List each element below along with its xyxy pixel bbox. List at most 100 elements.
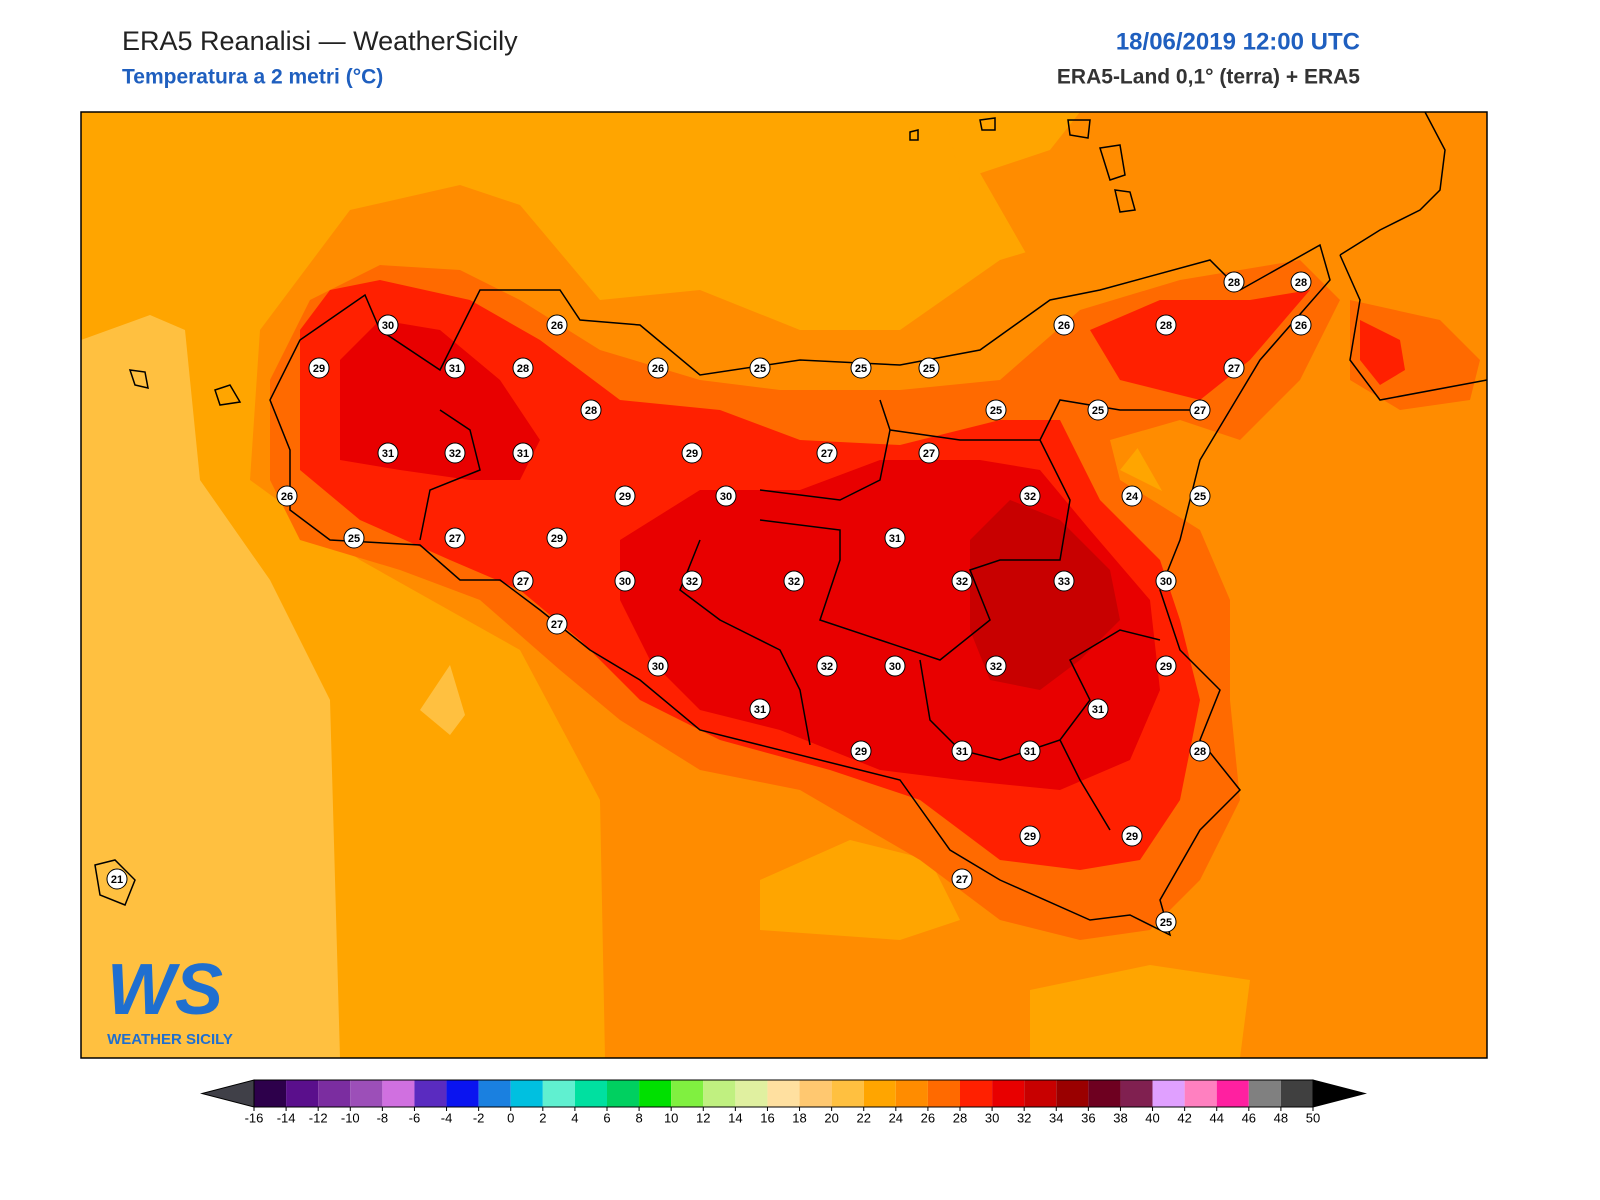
station-value: 30: [652, 661, 664, 673]
colorbar-tick-label: 40: [1145, 1110, 1159, 1125]
station-marker: [1189, 399, 1211, 421]
station-value: 30: [619, 576, 631, 588]
station-value: 29: [1024, 831, 1036, 843]
station-value: 31: [449, 363, 461, 375]
colorbar-tick-label: 12: [696, 1110, 710, 1125]
station-marker: [681, 570, 703, 592]
station-marker: [1155, 911, 1177, 933]
station-marker: [1019, 740, 1041, 762]
station-marker: [308, 357, 330, 379]
colorbar-tick-label: 10: [664, 1110, 678, 1125]
station-marker: [1155, 570, 1177, 592]
station-value: 27: [821, 448, 833, 460]
colorbar-tick-label: 38: [1113, 1110, 1127, 1125]
station-marker: [749, 357, 771, 379]
station-marker: [951, 570, 973, 592]
station-marker: [647, 655, 669, 677]
colorbar-bin: [382, 1080, 415, 1107]
colorbar-tick-label: 42: [1177, 1110, 1191, 1125]
subtitle: Temperatura a 2 metri (°C): [122, 66, 383, 89]
colorbar-tick-label: -4: [441, 1110, 453, 1125]
colorbar-tick-label: 24: [889, 1110, 903, 1125]
station-value: 25: [1194, 491, 1206, 503]
station-value: 29: [855, 746, 867, 758]
station-value: 25: [754, 363, 766, 375]
station-marker: [614, 485, 636, 507]
colorbar-bin: [574, 1080, 607, 1107]
station-value: 31: [1024, 746, 1036, 758]
station-value: 31: [889, 533, 901, 545]
colorbar-tick-label: 28: [953, 1110, 967, 1125]
colorbar-frame: [253, 1079, 1314, 1108]
station-value: 31: [382, 448, 394, 460]
coastline: [94, 112, 1487, 937]
colorbar-tick-label: 26: [921, 1110, 935, 1125]
map: 30 26 29 31 28 26 25 25 25 26 28 28 28 26 27 28 25 25 27 31…: [81, 112, 1487, 1058]
station-value: 27: [449, 533, 461, 545]
station-marker: [276, 485, 298, 507]
station-marker: [918, 442, 940, 464]
colorbar-bin: [799, 1080, 832, 1107]
station-marker: [106, 868, 128, 890]
station-value: 29: [1126, 831, 1138, 843]
colorbar-bin: [671, 1080, 704, 1107]
station-marker: [1019, 825, 1041, 847]
source: ERA5-Land 0,1° (terra) + ERA5: [1057, 66, 1360, 89]
station-marker: [1223, 271, 1245, 293]
logo-text: WEATHER SICILY: [107, 1031, 233, 1048]
station-marker: [1053, 570, 1075, 592]
colorbar-bin: [542, 1080, 575, 1107]
station-value: 24: [1126, 491, 1139, 503]
colorbar-bin: [414, 1080, 447, 1107]
map-frame: [80, 111, 1488, 1059]
station-marker: [783, 570, 805, 592]
station-value: 31: [956, 746, 968, 758]
colorbar-tick-label: -12: [309, 1110, 328, 1125]
station-value: 26: [1295, 320, 1307, 332]
colorbar-bin: [510, 1080, 543, 1107]
colorbar-tick-label: 6: [603, 1110, 610, 1125]
colorbar-tick-label: 36: [1081, 1110, 1095, 1125]
colorbar-bin: [703, 1080, 736, 1107]
title: ERA5 Reanalisi — WeatherSicily: [122, 26, 518, 56]
station-marker: [444, 442, 466, 464]
station-value: 32: [1024, 491, 1036, 503]
station-value: 25: [990, 405, 1002, 417]
station-value: 31: [754, 704, 766, 716]
station-value: 32: [449, 448, 461, 460]
station-marker: [951, 868, 973, 890]
station-value: 25: [1092, 405, 1104, 417]
station-marker: [985, 399, 1007, 421]
colorbar-bin: [478, 1080, 511, 1107]
station-marker: [546, 314, 568, 336]
colorbar-bin: [1120, 1080, 1153, 1107]
station-value: 32: [686, 576, 698, 588]
station-marker: [1155, 655, 1177, 677]
station-marker: [512, 442, 534, 464]
colorbar-bin: [1056, 1080, 1089, 1107]
colorbar-tick-label: 44: [1209, 1110, 1223, 1125]
station-value: 25: [923, 363, 935, 375]
colorbar-tick-label: -2: [473, 1110, 485, 1125]
colorbar-tick-label: 14: [728, 1110, 742, 1125]
station-value: 25: [1160, 917, 1172, 929]
station-marker: [546, 527, 568, 549]
colorbar-bin: [927, 1080, 960, 1107]
station-value: 27: [923, 448, 935, 460]
station-marker: [614, 570, 636, 592]
station-marker: [1223, 357, 1245, 379]
station-value: 29: [551, 533, 563, 545]
colorbar-bin: [1184, 1080, 1217, 1107]
colorbar-bin: [1280, 1080, 1313, 1107]
station-value: 29: [1160, 661, 1172, 673]
station-value: 29: [686, 448, 698, 460]
station-value: 26: [281, 491, 293, 503]
colorbar-bin: [446, 1080, 479, 1107]
station-value: 28: [585, 405, 597, 417]
station-marker: [715, 485, 737, 507]
station-value: 27: [956, 874, 968, 886]
station-marker: [1189, 740, 1211, 762]
field: [340, 320, 1160, 790]
station-marker: [377, 314, 399, 336]
